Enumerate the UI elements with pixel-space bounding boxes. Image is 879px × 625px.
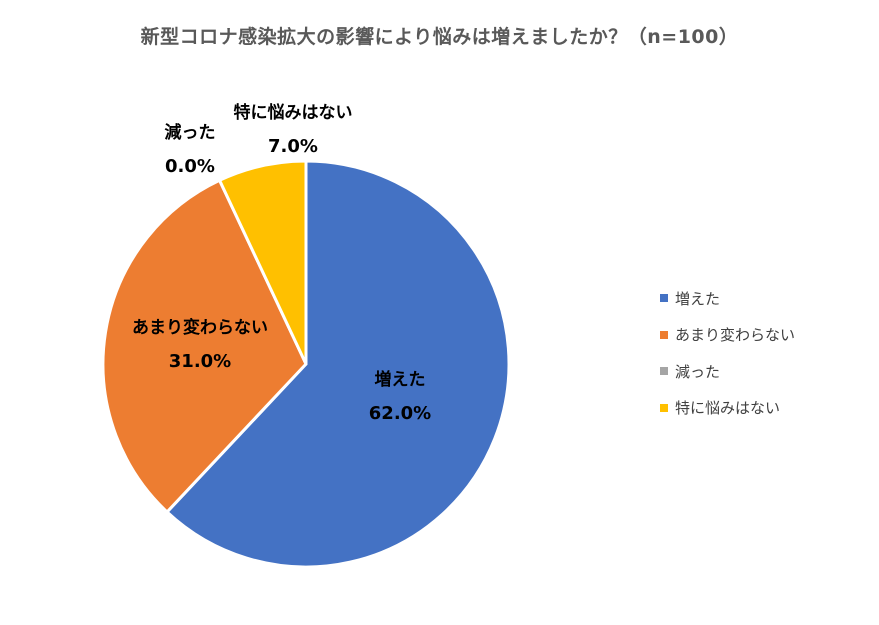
pie-slice-2 — [101, 178, 308, 514]
legend-label-1: 増えた — [675, 289, 721, 308]
data-label-name-3: 減った — [165, 122, 216, 143]
data-label-value-1: 62.0% — [369, 403, 431, 424]
legend-label-2: あまり変わらない — [675, 326, 796, 345]
legend-item-4: 特に悩みはない — [660, 390, 795, 427]
data-label-value-2: 31.0% — [169, 351, 231, 372]
legend-swatch-1 — [660, 294, 668, 303]
data-label-name-2: あまり変わらない — [132, 317, 268, 338]
legend-item-2: あまり変わらない — [660, 317, 795, 354]
pie-slice-1 — [165, 159, 511, 569]
legend-swatch-2 — [660, 330, 668, 339]
legend-label-3: 減った — [675, 362, 721, 381]
data-label-name-4: 特に悩みはない — [234, 102, 353, 123]
legend-swatch-3 — [660, 367, 668, 376]
data-label-value-3: 0.0% — [165, 156, 215, 177]
legend-label-4: 特に悩みはない — [675, 399, 781, 418]
pie-slice-4 — [218, 159, 308, 366]
data-label-value-4: 7.0% — [268, 136, 318, 157]
legend-item-3: 減った — [660, 353, 795, 390]
data-label-name-1: 増えた — [375, 369, 426, 390]
legend: 増えたあまり変わらない 減った特に悩みはない — [660, 280, 795, 426]
legend-item-1: 増えた — [660, 280, 795, 317]
legend-swatch-4 — [660, 403, 668, 412]
chart-title: 新型コロナ感染拡大の影響により悩みは増えましたか？（n=100） — [140, 26, 739, 48]
